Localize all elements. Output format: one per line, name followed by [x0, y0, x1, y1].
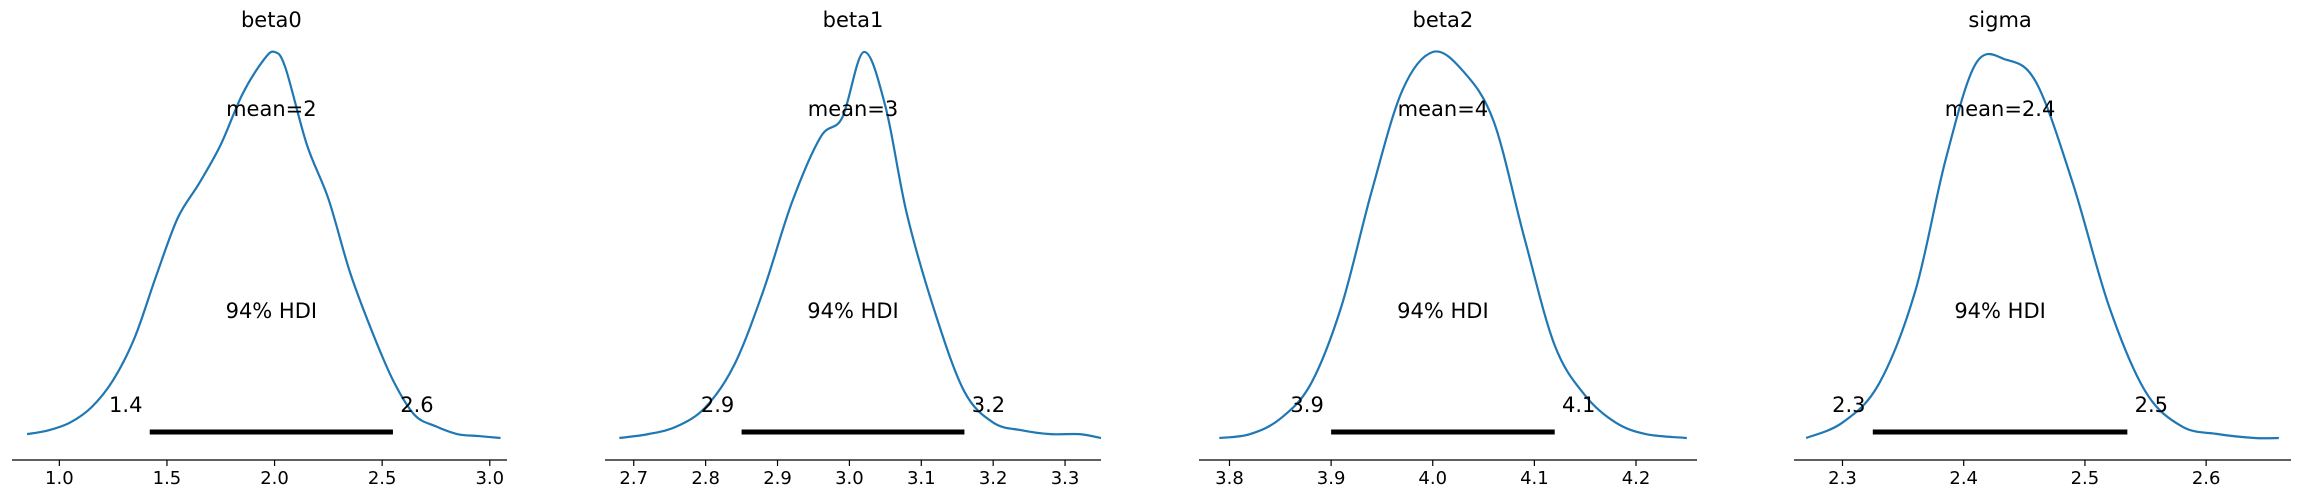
x-tick-label: 1.0: [45, 468, 74, 489]
panel-beta1: beta1 mean=3 94% HDI 2.9 3.2 2.7 2.8 2.9 3.0 3.1 3…: [605, 8, 1102, 489]
density-line: [1805, 53, 2279, 440]
panel-beta2: beta2 mean=4 94% HDI 3.9 4.1 3.8 3.9 4.0 4.1 4.2: [1199, 8, 1697, 489]
mean-label: mean=4: [1398, 97, 1489, 121]
x-tick-label: 4.0: [1418, 468, 1447, 489]
hdi-high-label: 4.1: [1562, 393, 1595, 417]
panel-sigma: sigma mean=2.4 94% HDI 2.3 2.5 2.3 2.4 2.5 2.6: [1794, 8, 2291, 489]
x-tick-label: 3.0: [835, 468, 864, 489]
x-tick-label: 3.9: [1317, 468, 1346, 489]
x-tick-label: 3.0: [475, 468, 504, 489]
hdi-label: 94% HDI: [226, 299, 318, 323]
hdi-low-label: 2.3: [1832, 393, 1865, 417]
density-line: [619, 50, 1102, 440]
x-tick-label: 2.0: [260, 468, 289, 489]
x-tick-label: 3.3: [1051, 468, 1080, 489]
x-tick-label: 2.5: [368, 468, 397, 489]
panel-title: beta2: [1413, 8, 1474, 32]
hdi-low-label: 2.9: [701, 393, 734, 417]
hdi-low-label: 3.9: [1290, 393, 1323, 417]
x-tick-label: 2.9: [763, 468, 792, 489]
density-line: [26, 50, 501, 440]
hdi-low-label: 1.4: [109, 393, 142, 417]
mean-label: mean=2: [226, 97, 317, 121]
x-tick-label: 2.6: [2192, 468, 2221, 489]
panel-title: sigma: [1968, 8, 2031, 32]
hdi-high-label: 3.2: [972, 393, 1005, 417]
hdi-label: 94% HDI: [807, 299, 899, 323]
hdi-label: 94% HDI: [1397, 299, 1489, 323]
x-tick-label: 2.5: [2071, 468, 2100, 489]
mean-label: mean=3: [808, 97, 899, 121]
x-tick-label: 3.1: [907, 468, 936, 489]
hdi-label: 94% HDI: [1954, 299, 2046, 323]
x-tick-label: 2.3: [1828, 468, 1857, 489]
x-tick-label: 1.5: [153, 468, 182, 489]
density-line: [1219, 50, 1687, 440]
panel-title: beta1: [823, 8, 884, 32]
x-tick-label: 2.8: [691, 468, 720, 489]
x-tick-label: 2.4: [1949, 468, 1978, 489]
panel-beta0: beta0 mean=2 94% HDI 1.4 2.6 1.0 1.5 2.0 2.5 3.0: [12, 8, 507, 489]
x-tick-label: 2.7: [619, 468, 648, 489]
x-tick-label: 4.1: [1520, 468, 1549, 489]
panel-title: beta0: [241, 8, 302, 32]
hdi-high-label: 2.6: [400, 393, 433, 417]
mean-label: mean=2.4: [1945, 97, 2056, 121]
hdi-high-label: 2.5: [2135, 393, 2168, 417]
x-tick-label: 4.2: [1622, 468, 1651, 489]
x-tick-label: 3.2: [979, 468, 1008, 489]
x-tick-label: 3.8: [1215, 468, 1244, 489]
